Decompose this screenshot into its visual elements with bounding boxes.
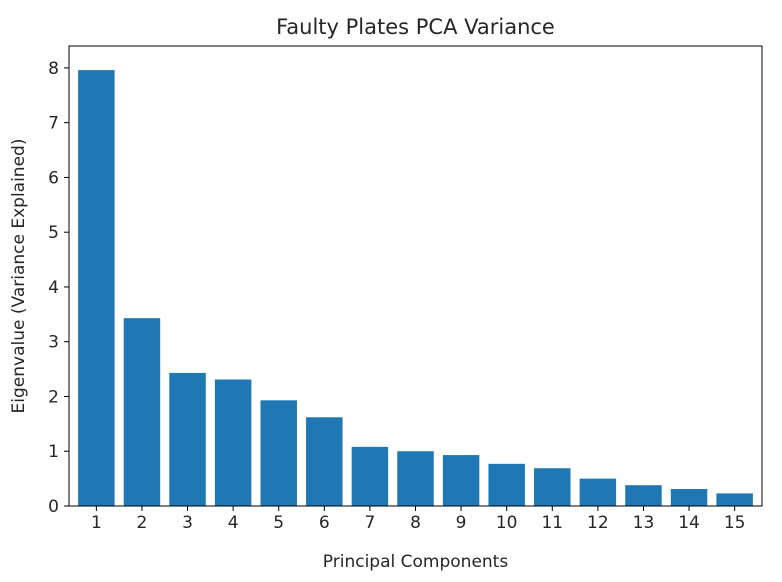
chart-title: Faulty Plates PCA Variance: [276, 15, 555, 39]
bar-component-2: [123, 318, 161, 506]
x-tick-label: 12: [587, 513, 609, 533]
x-tick-label: 13: [633, 513, 655, 533]
x-tick-label: 9: [456, 513, 467, 533]
bar-component-11: [534, 468, 571, 506]
bar-component-1: [78, 70, 115, 506]
y-tick-label: 7: [48, 114, 59, 134]
y-tick-label: 5: [48, 223, 59, 243]
bar-component-5: [260, 400, 297, 506]
y-tick-label: 0: [48, 497, 59, 517]
x-tick-label: 4: [228, 513, 239, 533]
x-tick-label: 3: [182, 513, 193, 533]
x-tick-label: 6: [319, 513, 330, 533]
y-tick-label: 4: [48, 278, 59, 298]
bar-component-7: [351, 446, 389, 506]
bar-component-14: [670, 489, 708, 506]
y-tick-label: 1: [48, 442, 59, 462]
y-tick-label: 6: [48, 168, 59, 188]
bar-component-6: [306, 417, 343, 506]
bar-component-9: [442, 455, 480, 506]
x-tick-label: 5: [273, 513, 284, 533]
y-tick-label: 8: [48, 59, 59, 79]
x-tick-label: 8: [410, 513, 421, 533]
bar-component-8: [397, 451, 434, 506]
x-tick-label: 1: [91, 513, 102, 533]
x-tick-label: 14: [678, 513, 700, 533]
bar-component-10: [488, 463, 525, 506]
y-tick-label: 2: [48, 387, 59, 407]
plot-frame: [68, 45, 763, 507]
bar-component-15: [716, 493, 753, 506]
x-axis-label: Principal Components: [323, 552, 509, 572]
bar-component-4: [214, 379, 252, 506]
bar-component-13: [625, 485, 662, 506]
x-tick-label: 15: [724, 513, 746, 533]
x-tick-label: 10: [496, 513, 518, 533]
x-tick-label: 11: [541, 513, 563, 533]
x-tick-label: 2: [137, 513, 148, 533]
bar-component-12: [579, 478, 617, 506]
x-tick-label: 7: [364, 513, 375, 533]
bar-component-3: [169, 372, 206, 506]
y-tick-label: 3: [48, 333, 59, 353]
y-axis-label: Eigenvalue (Variance Explained): [9, 139, 29, 414]
bars-layer: [78, 70, 753, 506]
